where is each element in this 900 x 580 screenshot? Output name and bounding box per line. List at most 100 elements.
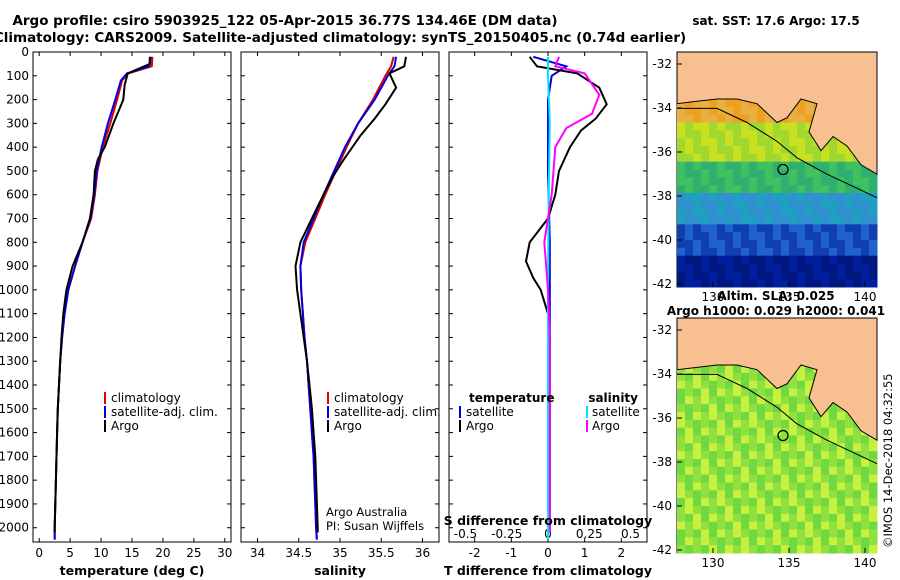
map-cell	[845, 247, 854, 257]
map-cell	[829, 419, 838, 429]
map-cell	[797, 365, 806, 374]
map-cell	[861, 271, 870, 280]
map-cell	[813, 412, 822, 421]
map-cell	[797, 114, 806, 123]
map-cell	[725, 153, 734, 163]
map-cell	[789, 193, 798, 202]
map-cell	[693, 459, 702, 468]
map-cell	[693, 537, 702, 546]
map-cell	[733, 200, 742, 210]
map-cell	[733, 99, 742, 108]
map-cell	[829, 466, 838, 476]
map-cell	[781, 161, 790, 170]
map-cell	[741, 435, 750, 444]
map-cell	[845, 490, 854, 499]
map-cell	[765, 443, 774, 452]
map-cell	[829, 146, 838, 155]
map-cell	[693, 427, 702, 436]
map-cell	[853, 255, 862, 264]
map-cell	[797, 537, 806, 546]
map-cell	[813, 185, 822, 194]
map-cell	[701, 419, 710, 429]
map-cell	[709, 161, 718, 170]
map-cell	[701, 122, 710, 131]
map-cell	[725, 427, 734, 436]
map-cell	[757, 146, 766, 155]
map-cell	[789, 200, 798, 210]
map-cell	[805, 537, 814, 546]
map-cell	[797, 521, 806, 530]
map-cell	[725, 185, 734, 194]
map-cell	[773, 419, 782, 429]
map-cell	[741, 146, 750, 155]
map-cell	[701, 427, 710, 436]
lat-tick-label: -40	[652, 233, 672, 247]
x-tick-label: 25	[186, 546, 201, 560]
map-cell	[741, 380, 750, 389]
map-cell	[781, 200, 790, 210]
map-cell	[765, 506, 774, 515]
map-cell	[685, 498, 694, 507]
legend-label-t-satellite: satellite	[466, 405, 514, 419]
map-cell	[693, 263, 702, 272]
map-cell	[693, 216, 702, 225]
map-cell	[853, 474, 862, 483]
map-cell	[869, 185, 878, 194]
map-cell	[685, 138, 694, 147]
map-cell	[805, 545, 814, 554]
map-cell	[685, 106, 694, 116]
map-cell	[717, 474, 726, 483]
map-cell	[685, 99, 694, 108]
map-cell	[869, 482, 878, 491]
map-cell	[709, 498, 718, 507]
legend-label-argo: Argo	[334, 419, 362, 433]
map-cell	[725, 240, 734, 249]
map-cell	[717, 498, 726, 507]
map-cell	[685, 443, 694, 452]
map-cell	[813, 537, 822, 546]
map-cell	[789, 482, 798, 491]
map-cell	[741, 482, 750, 491]
map-cell	[677, 435, 686, 444]
map-cell	[853, 466, 862, 476]
map-cell	[685, 521, 694, 530]
map-cell	[701, 372, 710, 382]
map-cell	[765, 404, 774, 413]
map-cell	[773, 427, 782, 436]
map-cell	[797, 545, 806, 554]
map-cell	[733, 545, 742, 554]
map-cell	[813, 146, 822, 155]
map-cell	[749, 208, 758, 217]
map-cell	[805, 451, 814, 460]
map-cell	[685, 240, 694, 249]
map-cell	[749, 279, 758, 288]
map-cell	[789, 521, 798, 530]
map-cell	[837, 451, 846, 460]
map-cell	[797, 372, 806, 382]
map-cell	[773, 232, 782, 241]
map-cell	[845, 498, 854, 507]
map-cell	[693, 232, 702, 241]
map-cell	[797, 490, 806, 499]
map-cell	[821, 271, 830, 280]
map-cell	[789, 474, 798, 483]
map-cell	[741, 545, 750, 554]
map-cell	[853, 161, 862, 170]
map-cell	[725, 208, 734, 217]
map-cell	[789, 232, 798, 241]
map-cell	[717, 130, 726, 139]
map-cell	[869, 498, 878, 507]
map-cell	[725, 169, 734, 178]
pressure-tick-label: 1600	[0, 426, 29, 440]
legend-marker-s-satellite	[586, 406, 588, 418]
x-tick-label: 1	[581, 546, 589, 560]
map-cell	[701, 193, 710, 202]
map-cell	[813, 271, 822, 280]
map-cell	[789, 490, 798, 499]
legend-marker-climatology	[327, 392, 329, 404]
map-cell	[829, 513, 838, 523]
map-cell	[717, 185, 726, 194]
map-cell	[837, 498, 846, 507]
map-cell	[717, 99, 726, 108]
sla-map-title-line2: Argo h1000: 0.029 h2000: 0.041	[667, 304, 885, 318]
